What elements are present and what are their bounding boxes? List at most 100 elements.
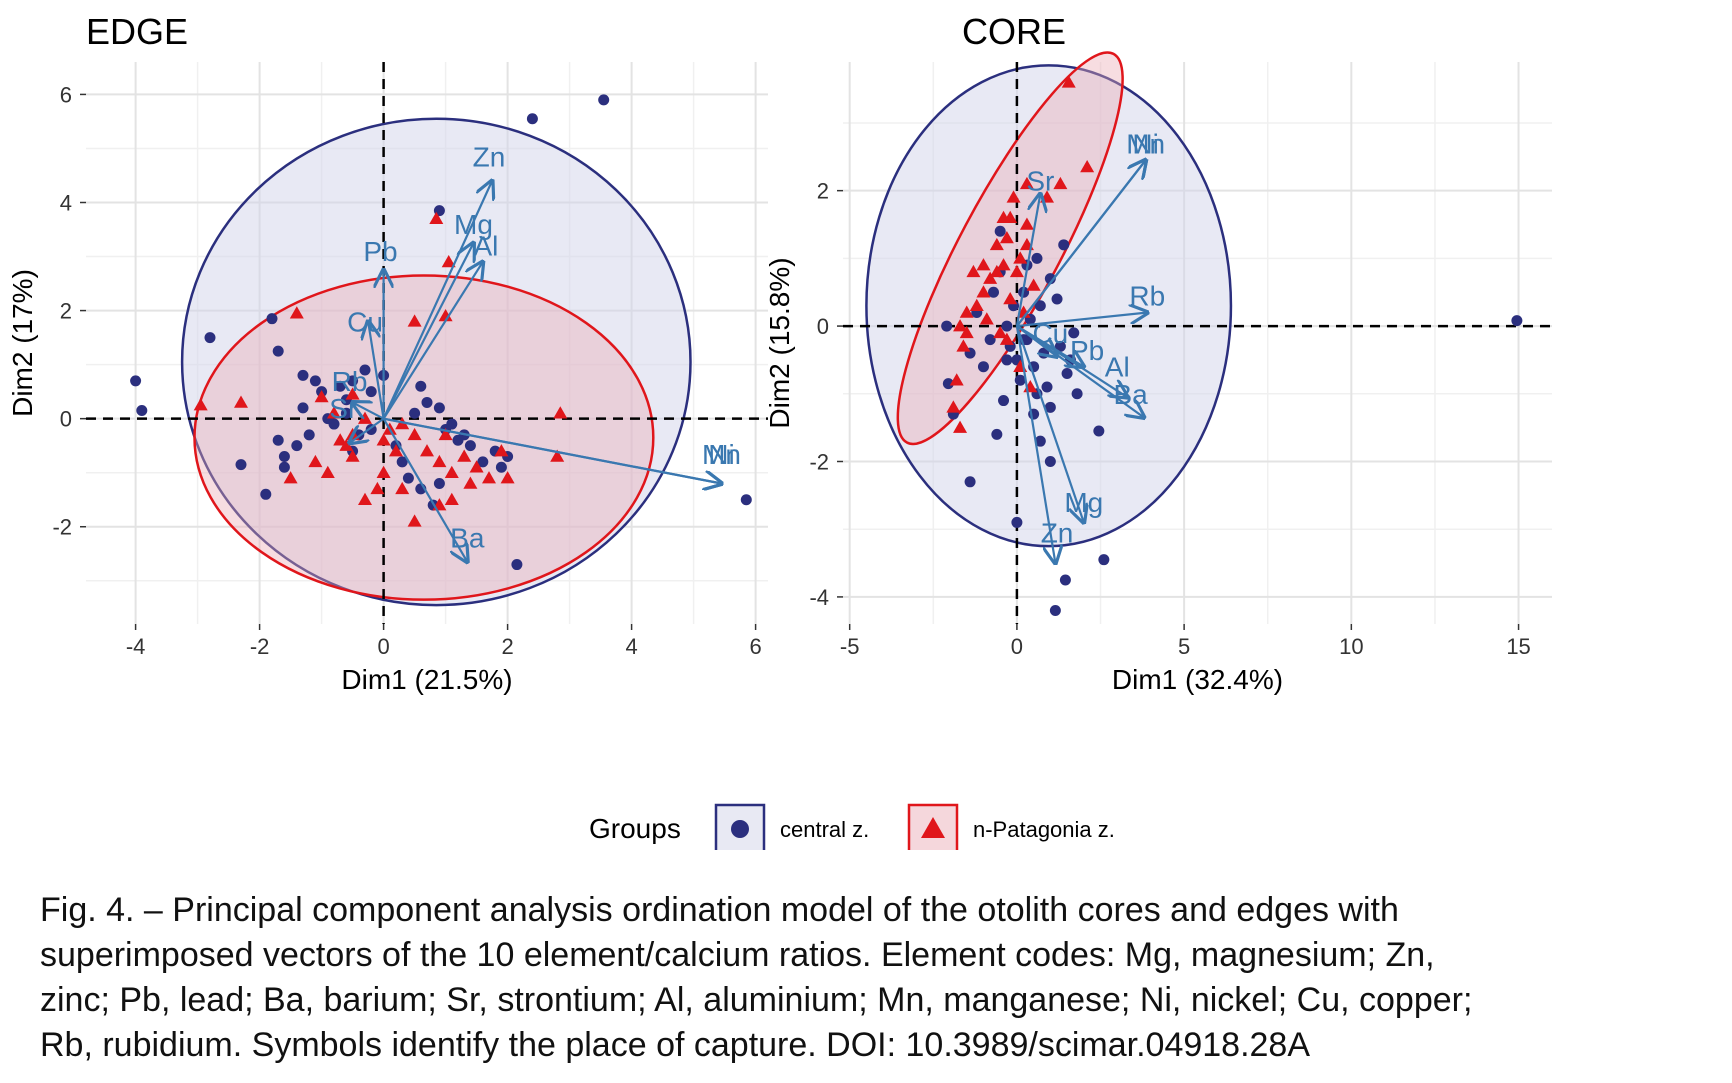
edge-point-central	[415, 380, 427, 392]
core-point-central	[994, 225, 1006, 237]
edge-vector-al	[382, 262, 483, 420]
core-point-patagonia	[983, 271, 998, 284]
edge-point-patagonia	[441, 254, 456, 268]
edge-point-patagonia	[432, 454, 447, 468]
edge-point-central	[272, 434, 284, 446]
core-point-central	[1044, 455, 1056, 467]
edge-vector-label-sr: Sr	[329, 393, 357, 424]
core-point-central	[1014, 374, 1026, 386]
edge-x-tick-label: 6	[749, 634, 761, 659]
edge-point-central	[402, 472, 414, 484]
core-point-patagonia	[1080, 159, 1095, 173]
core-x-tick-label: 15	[1506, 634, 1530, 659]
edge-point-patagonia	[333, 433, 348, 446]
core-point-patagonia	[959, 325, 974, 339]
edge-point-patagonia	[395, 481, 410, 495]
core-vector-label-ni: Ni	[1132, 128, 1158, 159]
core-point-central	[991, 428, 1003, 440]
core-point-patagonia	[1019, 217, 1034, 230]
edge-vector-mn	[383, 417, 722, 484]
core-point-patagonia	[959, 305, 974, 318]
edge-point-central	[446, 418, 458, 430]
core-point-patagonia	[953, 420, 968, 433]
core-point-central	[998, 395, 1010, 407]
edge-vector-label-ni: Ni	[708, 439, 734, 470]
caption-line-3: zinc; Pb, lead; Ba, barium; Sr, strontiu…	[40, 981, 1473, 1019]
core-point-patagonia	[1026, 278, 1041, 291]
core-vector-label-cu: Cu	[1032, 318, 1068, 349]
core-vector-al	[1016, 325, 1127, 397]
edge-point-patagonia	[193, 398, 208, 411]
figure-caption: Fig. 4. – Principal component analysis o…	[40, 888, 1700, 1068]
legend-symbol-central	[731, 820, 749, 838]
edge-point-central	[495, 461, 507, 473]
caption-line-4: Rb, rubidium. Symbols identify the place…	[40, 1026, 1311, 1064]
edge-x-tick-label: -2	[250, 634, 270, 659]
edge-point-patagonia	[429, 211, 444, 224]
core-point-patagonia	[956, 339, 971, 352]
core-point-central	[1034, 300, 1046, 312]
edge-point-central	[309, 375, 321, 387]
edge-vector-label-al: Al	[473, 231, 498, 262]
legend-symbol-patagonia	[921, 817, 945, 838]
edge-x-tick-label: 0	[377, 634, 389, 659]
core-vector-mg	[1015, 325, 1084, 522]
core-point-central	[942, 378, 954, 390]
core-point-patagonia	[989, 264, 1004, 278]
core-point-patagonia	[1019, 176, 1034, 190]
core-point-patagonia	[999, 332, 1014, 345]
core-x-axis-title: Dim1 (32.4%)	[1112, 664, 1283, 695]
core-point-central	[1034, 435, 1046, 447]
edge-point-patagonia	[358, 492, 372, 505]
edge-point-central	[433, 478, 445, 489]
core-point-central	[1001, 354, 1013, 366]
core-point-central	[1049, 604, 1061, 616]
core-point-central	[1058, 239, 1070, 251]
edge-point-patagonia	[444, 492, 459, 505]
edge-point-patagonia	[308, 454, 323, 468]
edge-ellipse-central	[180, 117, 692, 607]
edge-point-patagonia	[463, 476, 478, 489]
legend-key-central	[714, 803, 766, 850]
edge-point-patagonia	[370, 481, 385, 495]
edge-point-patagonia	[345, 449, 360, 462]
edge-point-patagonia	[438, 427, 453, 441]
edge-point-patagonia	[320, 465, 335, 478]
core-point-central	[987, 286, 999, 298]
edge-x-tick-label: 4	[625, 634, 637, 659]
edge-point-central	[278, 461, 290, 473]
edge-y-tick-label: 6	[60, 82, 72, 107]
edge-y-tick-label: -2	[52, 515, 72, 540]
edge-point-central	[433, 402, 445, 414]
edge-point-central	[334, 380, 346, 392]
edge-vector-rb	[353, 402, 385, 420]
edge-point-central	[365, 386, 377, 398]
core-vector-zn	[1015, 325, 1055, 563]
edge-point-patagonia	[376, 433, 391, 446]
edge-point-central	[297, 369, 309, 381]
edge-point-patagonia	[407, 427, 422, 441]
edge-vector-ba	[382, 418, 468, 562]
core-point-central	[1001, 320, 1013, 332]
edge-point-patagonia	[289, 306, 304, 319]
edge-vector-sr	[350, 417, 385, 443]
edge-vector-label-mg: Mg	[454, 209, 493, 240]
core-point-central	[1093, 425, 1105, 437]
core-y-tick-label: 0	[817, 314, 829, 339]
edge-point-patagonia	[553, 406, 568, 419]
core-vector-label-mn: Mn	[1126, 128, 1165, 159]
core-vector-label-pb: Pb	[1070, 335, 1104, 366]
core-point-central	[1041, 381, 1053, 393]
edge-point-central	[235, 459, 247, 471]
edge-point-patagonia	[550, 449, 565, 462]
edge-point-central	[130, 375, 142, 387]
legend-label-patagonia: n-Patagonia z.	[973, 817, 1115, 842]
core-point-central	[1044, 401, 1056, 413]
core-point-patagonia	[989, 237, 1004, 251]
pca-figure: -4 -2 0 2 4 6 -2 0 2 4 6 Dim1 (21.5%) Dim2 (17%) EDGE…	[7, 11, 1552, 850]
core-point-patagonia	[1003, 291, 1018, 305]
edge-point-central	[740, 494, 752, 506]
core-vector-label-zn: Zn	[1041, 518, 1074, 549]
core-point-patagonia	[999, 231, 1014, 244]
core-x-tick-label: -5	[840, 634, 860, 659]
